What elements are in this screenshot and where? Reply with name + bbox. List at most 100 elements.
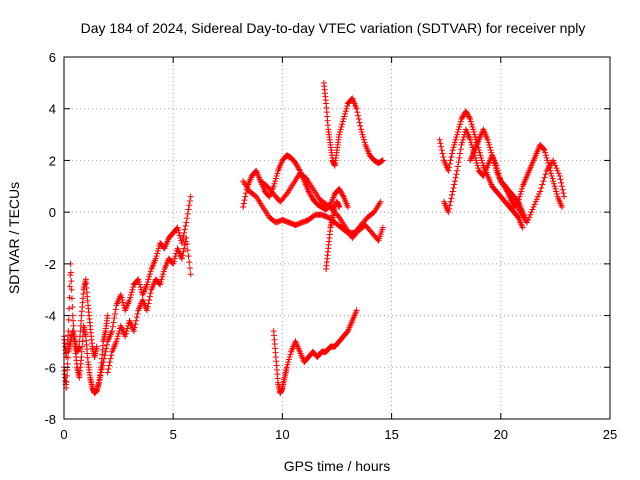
data-point: [170, 260, 177, 267]
data-point: [114, 335, 121, 342]
data-point: [454, 163, 461, 170]
data-point: [517, 191, 524, 198]
data-point: [176, 232, 183, 239]
data-point: [95, 379, 102, 386]
data-point: [463, 109, 470, 116]
data-point: [119, 297, 126, 304]
data-point: [130, 328, 137, 335]
data-point: [186, 259, 193, 266]
data-point: [464, 110, 471, 117]
data-point: [307, 191, 314, 198]
data-point: [308, 193, 315, 200]
y-tick-label: -2: [44, 257, 56, 272]
data-point: [65, 354, 72, 361]
data-point: [152, 255, 159, 262]
data-point: [558, 183, 565, 190]
data-point: [143, 281, 150, 288]
data-point: [105, 366, 112, 373]
x-tick-label: 10: [275, 427, 289, 442]
data-point: [339, 118, 346, 125]
series-pass-g: [257, 170, 386, 244]
data-point: [185, 253, 192, 260]
data-point: [377, 198, 384, 205]
data-point: [342, 110, 349, 117]
data-point: [146, 297, 153, 304]
data-point: [470, 126, 477, 133]
data-point: [103, 341, 110, 348]
data-point: [451, 141, 458, 148]
data-point: [103, 345, 110, 352]
data-point: [187, 193, 194, 200]
data-point: [99, 362, 106, 369]
data-point: [69, 295, 76, 302]
data-point: [559, 186, 566, 193]
data-point: [344, 328, 351, 335]
data-point: [184, 241, 191, 248]
data-point: [339, 191, 346, 198]
data-point: [146, 293, 153, 300]
data-point: [514, 197, 521, 204]
series-pass-h: [320, 79, 386, 169]
data-point: [160, 271, 167, 278]
data-point: [459, 113, 466, 120]
data-point: [379, 224, 386, 231]
data-point: [65, 316, 72, 323]
data-point: [127, 291, 134, 298]
data-point: [438, 147, 445, 154]
data-point: [133, 317, 140, 324]
data-point: [240, 200, 247, 207]
data-point: [451, 181, 458, 188]
data-point: [184, 210, 191, 217]
data-point: [143, 307, 150, 314]
data-point: [553, 188, 560, 195]
y-tick-label: -6: [44, 360, 56, 375]
data-point: [445, 167, 452, 174]
data-point: [453, 134, 460, 141]
data-point: [344, 103, 351, 110]
data-point: [66, 294, 73, 301]
data-point: [338, 189, 345, 196]
x-tick-label: 20: [494, 427, 508, 442]
data-point: [136, 281, 143, 288]
data-point: [459, 139, 466, 146]
data-point: [462, 108, 469, 115]
data-point: [360, 136, 367, 143]
data-point: [295, 165, 302, 172]
data-point: [106, 362, 113, 369]
data-point: [124, 325, 131, 332]
data-point: [135, 278, 142, 285]
data-point: [293, 162, 300, 169]
data-point: [337, 126, 344, 133]
data-point: [63, 372, 70, 379]
data-point: [285, 359, 292, 366]
data-point: [537, 188, 544, 195]
data-point: [446, 164, 453, 171]
data-point: [540, 146, 547, 153]
data-point: [465, 113, 472, 120]
data-point: [459, 136, 466, 143]
data-point: [131, 324, 138, 331]
data-point: [554, 167, 561, 174]
data-point: [541, 147, 548, 154]
data-point: [472, 154, 479, 161]
data-point: [98, 366, 105, 373]
data-point: [123, 328, 130, 335]
data-point: [447, 198, 454, 205]
data-point: [78, 317, 85, 324]
data-point: [451, 178, 458, 185]
x-axis-label: GPS time / hours: [284, 458, 391, 474]
data-point: [456, 123, 463, 130]
data-point: [536, 191, 543, 198]
data-point: [552, 162, 559, 169]
data-point: [486, 144, 493, 151]
data-point: [66, 283, 73, 290]
data-point: [529, 206, 536, 213]
data-point: [436, 136, 443, 143]
data-point: [458, 141, 465, 148]
data-point: [296, 166, 303, 173]
data-point: [379, 157, 386, 164]
data-point: [135, 276, 142, 283]
x-tick-label: 0: [60, 427, 67, 442]
data-point: [543, 154, 550, 161]
data-point: [458, 116, 465, 123]
